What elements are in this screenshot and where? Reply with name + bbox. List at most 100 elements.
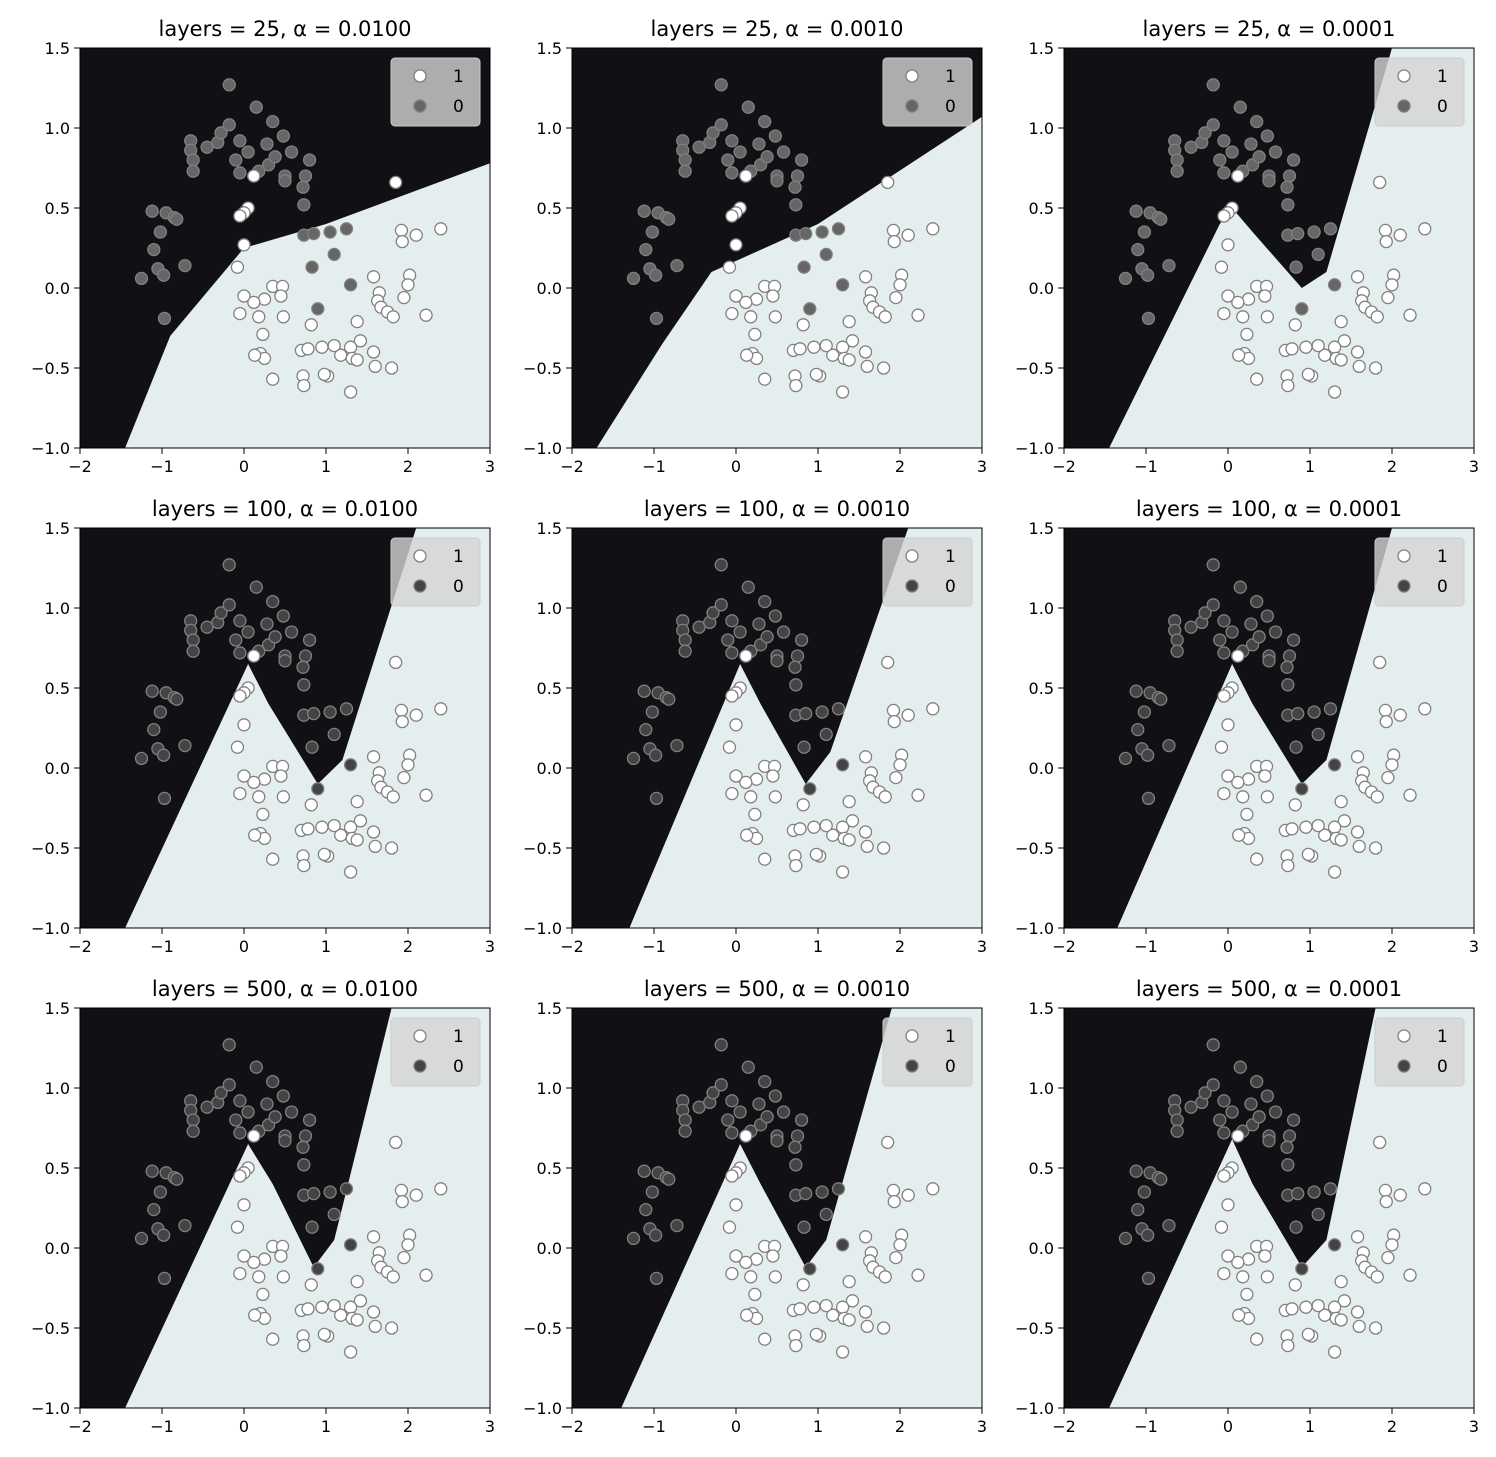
point-class-1 bbox=[1233, 829, 1245, 841]
point-class-1 bbox=[351, 1276, 363, 1288]
point-class-0 bbox=[234, 1095, 246, 1107]
point-class-1 bbox=[1237, 311, 1249, 323]
y-tick-label: 1.5 bbox=[45, 519, 70, 538]
point-class-0 bbox=[261, 618, 273, 630]
point-class-1 bbox=[238, 719, 250, 731]
point-class-1 bbox=[927, 1183, 939, 1195]
y-tick-label: 1.5 bbox=[1029, 519, 1054, 538]
point-class-1 bbox=[298, 380, 310, 392]
point-class-1 bbox=[749, 328, 761, 340]
point-class-0 bbox=[187, 165, 199, 177]
point-class-0 bbox=[148, 1204, 160, 1216]
point-class-0 bbox=[1253, 1111, 1265, 1123]
panel-title: layers = 100, α = 0.0010 bbox=[644, 497, 910, 521]
legend-box bbox=[391, 1018, 480, 1086]
point-class-1 bbox=[1241, 1288, 1253, 1300]
point-class-0 bbox=[1253, 631, 1265, 643]
point-class-1 bbox=[396, 1196, 408, 1208]
point-class-0 bbox=[789, 661, 801, 673]
x-tick-label: −1 bbox=[150, 937, 174, 956]
y-tick-label: −0.5 bbox=[31, 1319, 70, 1338]
point-class-0 bbox=[769, 1090, 781, 1102]
point-class-1 bbox=[387, 1271, 399, 1283]
point-class-0 bbox=[146, 685, 158, 697]
legend-label-0: 0 bbox=[1437, 1057, 1448, 1077]
point-class-1 bbox=[820, 1300, 832, 1312]
x-tick-label: −2 bbox=[560, 1417, 584, 1436]
point-class-0 bbox=[1312, 728, 1324, 740]
point-class-0 bbox=[312, 303, 324, 315]
point-class-0 bbox=[1226, 146, 1238, 158]
x-tick-label: 0 bbox=[1223, 1417, 1233, 1436]
point-class-0 bbox=[761, 151, 773, 163]
point-class-0 bbox=[154, 706, 166, 718]
point-class-0 bbox=[638, 685, 650, 697]
point-class-1 bbox=[888, 1196, 900, 1208]
point-class-1 bbox=[351, 354, 363, 366]
point-class-0 bbox=[1171, 165, 1183, 177]
y-tick-label: 1.5 bbox=[1029, 999, 1054, 1018]
point-class-1 bbox=[740, 650, 752, 662]
point-class-0 bbox=[1171, 154, 1183, 166]
point-class-1 bbox=[1251, 853, 1263, 865]
legend-label-1: 1 bbox=[1437, 1027, 1448, 1047]
point-class-0 bbox=[1132, 1204, 1144, 1216]
x-tick-label: −1 bbox=[642, 937, 666, 956]
x-tick-label: 3 bbox=[977, 937, 987, 956]
point-class-0 bbox=[833, 223, 845, 235]
point-class-0 bbox=[726, 135, 738, 147]
legend-label-1: 1 bbox=[945, 547, 956, 567]
point-class-1 bbox=[257, 328, 269, 340]
y-tick-label: 0.0 bbox=[45, 279, 70, 298]
y-tick-label: 1.0 bbox=[1029, 119, 1054, 138]
point-class-1 bbox=[1289, 1279, 1301, 1291]
legend-marker-class-0 bbox=[414, 100, 426, 112]
point-class-1 bbox=[882, 1136, 894, 1148]
point-class-1 bbox=[1222, 290, 1234, 302]
x-tick-label: 3 bbox=[1469, 937, 1479, 956]
point-class-1 bbox=[1302, 368, 1314, 380]
y-tick-label: 0.5 bbox=[45, 679, 70, 698]
point-class-0 bbox=[715, 559, 727, 571]
point-class-0 bbox=[671, 740, 683, 752]
point-class-1 bbox=[1379, 704, 1391, 716]
point-class-1 bbox=[1222, 770, 1234, 782]
point-class-1 bbox=[1312, 1300, 1324, 1312]
point-class-0 bbox=[154, 226, 166, 238]
point-class-1 bbox=[1335, 1276, 1347, 1288]
point-class-1 bbox=[231, 261, 243, 273]
point-class-1 bbox=[810, 848, 822, 860]
point-class-0 bbox=[286, 146, 298, 158]
point-class-1 bbox=[1370, 1322, 1382, 1334]
x-tick-label: 1 bbox=[321, 457, 331, 476]
point-class-1 bbox=[234, 1268, 246, 1280]
point-class-0 bbox=[1296, 1263, 1308, 1275]
point-class-1 bbox=[1380, 236, 1392, 248]
point-class-0 bbox=[837, 1239, 849, 1251]
point-class-1 bbox=[238, 239, 250, 251]
point-class-0 bbox=[341, 223, 353, 235]
point-class-1 bbox=[843, 1276, 855, 1288]
point-class-1 bbox=[1371, 311, 1383, 323]
point-class-1 bbox=[1335, 796, 1347, 808]
point-class-1 bbox=[1379, 224, 1391, 236]
x-tick-label: −2 bbox=[68, 457, 92, 476]
point-class-0 bbox=[234, 1127, 246, 1139]
point-class-0 bbox=[800, 1188, 812, 1200]
point-class-1 bbox=[879, 311, 891, 323]
point-class-0 bbox=[1155, 213, 1167, 225]
point-class-0 bbox=[1207, 79, 1219, 91]
point-class-1 bbox=[369, 840, 381, 852]
y-tick-label: −1.0 bbox=[31, 1399, 70, 1418]
x-tick-label: 2 bbox=[1387, 937, 1397, 956]
point-class-0 bbox=[1171, 645, 1183, 657]
point-class-1 bbox=[1286, 1303, 1298, 1315]
point-class-1 bbox=[345, 821, 357, 833]
point-class-0 bbox=[1120, 272, 1132, 284]
point-class-1 bbox=[249, 349, 261, 361]
x-tick-label: 0 bbox=[239, 1417, 249, 1436]
point-class-0 bbox=[154, 1186, 166, 1198]
y-tick-label: 0.5 bbox=[45, 199, 70, 218]
legend-marker-class-0 bbox=[906, 1060, 918, 1072]
